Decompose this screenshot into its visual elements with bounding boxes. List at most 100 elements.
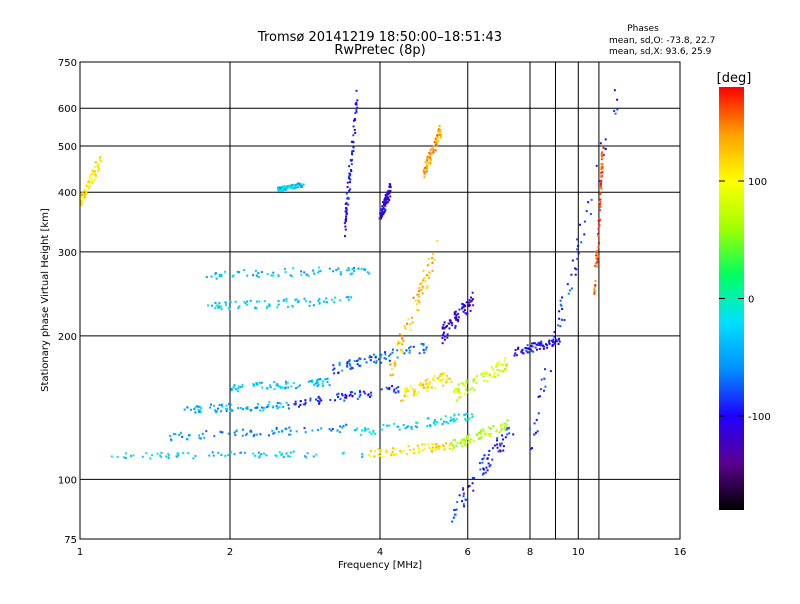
data-point [500,429,503,432]
data-point [600,168,603,171]
data-point [598,218,601,221]
data-point [353,128,356,131]
data-point [294,298,297,301]
data-point [406,452,409,455]
data-point [345,394,348,397]
data-point [359,393,362,396]
data-point [444,447,447,450]
data-point [409,323,412,326]
data-point [218,273,221,276]
data-point [534,346,537,349]
data-point [345,218,348,221]
data-point [402,339,405,342]
data-point [314,382,317,385]
data-point [504,436,507,439]
data-point [299,403,302,406]
data-point [500,428,503,431]
data-point [454,326,457,329]
x-tick-label: 10 [572,547,585,558]
data-point [420,342,423,345]
data-point [381,428,384,431]
data-point [454,513,457,516]
data-point [404,427,407,430]
data-point [261,409,264,412]
data-point [341,369,344,372]
data-point [437,133,440,136]
data-point [342,451,345,454]
data-point [197,405,200,408]
data-point [80,203,83,206]
data-point [575,268,578,271]
data-point [464,419,467,422]
data-point [258,455,261,458]
data-point [454,325,457,328]
data-point [214,306,217,309]
data-point [477,431,480,434]
data-point [559,325,562,328]
data-point [425,169,428,172]
data-point [372,430,375,433]
data-point [595,254,598,257]
data-point [198,434,201,437]
data-point [368,272,371,275]
data-point [389,195,392,198]
data-point [470,438,473,441]
data-point [478,462,481,465]
data-point [404,327,407,330]
data-point [428,383,431,386]
data-point [387,196,390,199]
data-point [455,444,458,447]
data-point [466,436,469,439]
data-point [201,432,204,435]
data-point [560,318,563,321]
data-point [470,441,473,444]
data-point [308,304,311,307]
data-point [287,403,290,406]
data-point [425,346,428,349]
data-point [382,455,385,458]
data-point [287,386,290,389]
data-point [186,452,189,455]
data-point [388,354,391,357]
x-axis-label: Frequency [MHz] [338,560,422,571]
data-point [252,452,255,455]
data-point [425,286,428,289]
data-point [446,333,449,336]
data-point [368,431,371,434]
data-point [435,443,438,446]
data-point [486,380,489,383]
data-point [284,380,287,383]
data-point [329,398,332,401]
x-tick-label: 1 [77,547,83,558]
data-point [177,454,180,457]
data-point [215,277,218,280]
data-point [544,368,547,371]
data-point [423,176,426,179]
data-point [211,451,214,454]
data-point [484,433,487,436]
data-point [418,352,421,355]
data-point [373,455,376,458]
data-point [151,454,154,457]
data-point [328,267,331,270]
data-point [337,268,340,271]
data-point [444,442,447,445]
data-point [438,379,441,382]
y-tick-label: 500 [58,142,77,153]
data-point [393,422,396,425]
data-point [525,347,528,350]
data-point [484,372,487,375]
data-point [540,342,543,345]
data-point [418,293,421,296]
data-point [275,426,278,429]
data-point [430,147,433,150]
data-point [423,171,426,174]
data-point [496,368,499,371]
data-point [348,181,351,184]
data-point [461,487,464,490]
data-point [462,488,465,491]
data-point [503,428,506,431]
colorbar-tick-label: -100 [748,412,771,423]
data-point [218,404,221,407]
data-point [600,187,603,190]
